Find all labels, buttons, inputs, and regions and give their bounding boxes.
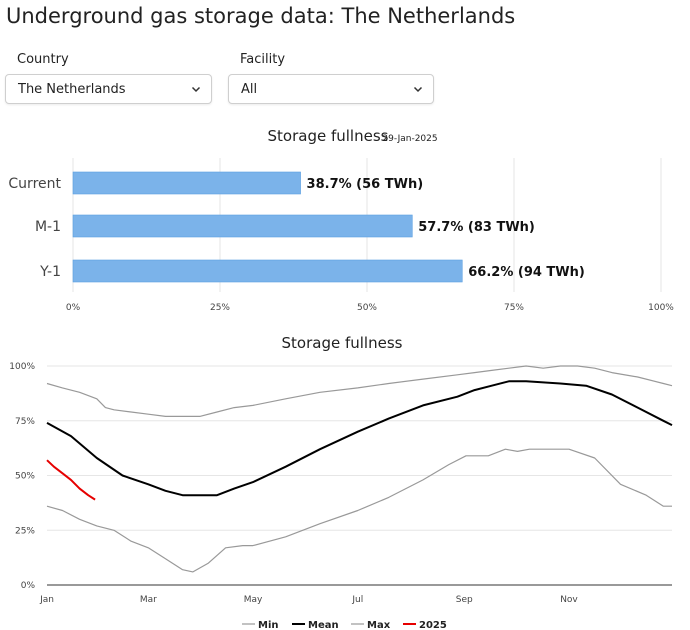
bar-data-label-current: 38.7% (56 TWh) <box>307 177 424 192</box>
line-chart-title: Storage fullness <box>282 334 403 352</box>
bar-m-1 <box>72 214 413 238</box>
facility-select[interactable]: All <box>228 74 434 104</box>
series-line-2025 <box>46 459 96 501</box>
bar-category-label-y-1: Y-1 <box>39 264 61 280</box>
line-x-tick-label: Sep <box>456 595 473 605</box>
line-y-tick-label: 25% <box>15 526 35 536</box>
country-select-value: The Netherlands <box>18 82 126 97</box>
series-line-mean <box>46 380 673 497</box>
line-x-tick-label: Jul <box>351 595 363 605</box>
bar-x-tick-label: 75% <box>504 303 524 313</box>
line-y-tick-label: 100% <box>9 362 35 372</box>
line-y-tick-label: 75% <box>15 417 35 427</box>
legend-label-max[interactable]: Max <box>367 620 391 630</box>
bar-category-label-current: Current <box>8 176 61 192</box>
bar-chart-title: Storage fullness <box>268 127 389 145</box>
storage-fullness-line-chart: Storage fullness 0% 25% 50% 75% 100% Jan Mar M… <box>9 334 673 630</box>
line-x-tick-label: Mar <box>140 595 157 605</box>
country-select[interactable]: The Netherlands <box>5 74 212 104</box>
storage-fullness-bar-chart: Storage fullness 29-Jan-2025 Current M-1 Y… <box>8 127 674 313</box>
line-y-tick-label: 50% <box>15 472 35 482</box>
line-x-tick-label: Jan <box>39 595 54 605</box>
bar-data-label-y-1: 66.2% (94 TWh) <box>468 265 585 280</box>
line-x-tick-label: Nov <box>560 595 578 605</box>
line-y-tick-label: 0% <box>21 581 36 591</box>
chevron-down-icon <box>413 86 423 93</box>
bar-chart-subtitle: 29-Jan-2025 <box>382 134 437 144</box>
bar-x-tick-label: 50% <box>357 303 377 313</box>
bar-y-1 <box>72 259 463 283</box>
bar-current <box>72 171 301 195</box>
page-title: Underground gas storage data: The Nether… <box>6 4 516 28</box>
facility-select-value: All <box>241 82 258 97</box>
chevron-down-icon <box>191 86 201 93</box>
bar-data-label-m-1: 57.7% (83 TWh) <box>418 220 535 235</box>
legend-label-mean[interactable]: Mean <box>308 620 339 630</box>
legend-label-min[interactable]: Min <box>258 620 279 630</box>
bar-category-label-m-1: M-1 <box>35 219 61 235</box>
bar-x-tick-label: 0% <box>66 303 81 313</box>
legend-label-2025[interactable]: 2025 <box>419 620 447 630</box>
facility-label: Facility <box>240 52 286 67</box>
line-x-tick-label: May <box>244 595 263 605</box>
bar-x-tick-label: 25% <box>210 303 230 313</box>
series-line-max <box>46 365 673 418</box>
series-line-min <box>46 448 672 573</box>
country-label: Country <box>17 52 69 67</box>
bar-x-tick-label: 100% <box>648 303 674 313</box>
